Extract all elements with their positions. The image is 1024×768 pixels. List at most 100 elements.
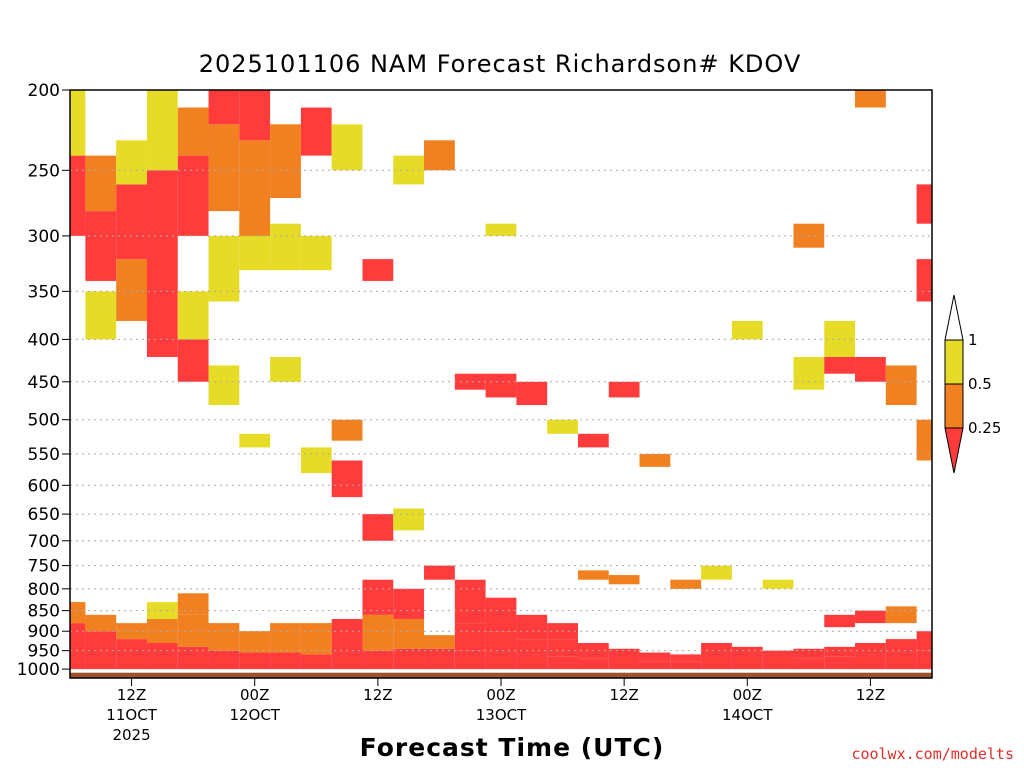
heatmap-cell <box>454 373 486 390</box>
heatmap-cell <box>393 508 425 531</box>
y-tick-label: 400 <box>28 330 60 350</box>
y-tick-label: 450 <box>28 373 60 393</box>
heatmap-cell <box>393 588 425 620</box>
heatmap-cell <box>855 643 886 655</box>
heatmap-cell <box>270 223 301 271</box>
x-tick-label: 12Z <box>856 686 885 704</box>
y-tick-label: 300 <box>28 227 60 247</box>
heatmap-cell <box>454 650 486 670</box>
heatmap-cell <box>547 639 578 657</box>
heatmap-cell <box>701 643 732 661</box>
heatmap-cell <box>331 460 363 498</box>
heatmap-cell <box>885 606 917 624</box>
heatmap-cell <box>608 660 640 670</box>
heatmap-cell <box>608 575 640 585</box>
x-tick-label: 12Z <box>117 686 146 704</box>
heatmap-cells <box>70 90 932 678</box>
heatmap-cell <box>70 155 86 236</box>
heatmap-cell <box>208 124 240 212</box>
heatmap-cell <box>577 570 609 580</box>
x-tick-date: 14OCT <box>722 706 773 724</box>
heatmap-cell <box>424 140 455 171</box>
x-tick-date: 13OCT <box>476 706 527 724</box>
heatmap-cell <box>731 320 763 340</box>
heatmap-cell <box>85 155 117 212</box>
heatmap-cell <box>547 656 578 670</box>
heatmap-cell <box>670 661 702 670</box>
heatmap-cell <box>824 656 856 670</box>
colorbar-legend: 1 0.5 0.25 <box>944 294 1001 474</box>
heatmap-cell <box>393 619 425 649</box>
heatmap-cell <box>239 652 271 670</box>
heatmap-cell <box>516 654 548 670</box>
x-tick-label: 12Z <box>609 686 638 704</box>
heatmap-cell <box>485 223 517 236</box>
heatmap-cell <box>208 235 240 302</box>
heatmap-cell <box>701 660 732 670</box>
heatmap-cell <box>762 650 794 661</box>
heatmap-cell <box>485 373 517 398</box>
heatmap-cell <box>146 90 178 171</box>
y-tick-label: 550 <box>28 445 60 465</box>
x-axis-ticks: 12Z 11OCT 2025 00Z 12OCT 12Z 00Z 13OCT 12Z 00Z 14O… <box>106 678 885 744</box>
heatmap-cell <box>362 614 394 651</box>
heatmap-cell <box>85 614 117 632</box>
heatmap-cell <box>824 356 856 374</box>
heatmap-cell <box>146 619 178 644</box>
x-tick-label: 00Z <box>486 686 515 704</box>
heatmap-cell <box>639 453 671 467</box>
heatmap-cell <box>855 654 886 670</box>
heatmap-cell <box>824 646 856 657</box>
heatmap-cell <box>516 614 548 640</box>
heatmap-cell <box>824 614 856 628</box>
heatmap-cell <box>146 301 178 357</box>
chart-title: 2025101106 NAM Forecast Richardson# KDOV <box>198 50 802 78</box>
legend-label: 0.25 <box>968 419 1001 437</box>
heatmap-cell <box>701 565 732 580</box>
heatmap-cell <box>855 356 886 382</box>
heatmap-cell <box>454 579 486 624</box>
y-tick-label: 500 <box>28 411 60 431</box>
heatmap-cell <box>331 419 363 441</box>
heatmap-cell <box>793 356 825 390</box>
heatmap-cell <box>70 602 86 624</box>
heatmap-cell <box>300 654 332 670</box>
heatmap-cell <box>731 646 763 661</box>
heatmap-cell <box>916 419 932 461</box>
heatmap-cell <box>270 356 301 382</box>
heatmap-cell <box>146 643 178 670</box>
heatmap-cell <box>454 623 486 651</box>
watermark-link[interactable]: coolwx.com/modelts <box>851 745 1014 763</box>
y-tick-label: 250 <box>28 161 60 181</box>
y-tick-label: 900 <box>28 622 60 642</box>
legend-swatch-mid <box>944 383 964 429</box>
heatmap-cell <box>85 211 117 281</box>
x-axis-title: Forecast Time (UTC) <box>359 733 665 762</box>
heatmap-cell <box>362 259 394 281</box>
heatmap-cell <box>639 661 671 670</box>
heatmap-cell <box>270 652 301 670</box>
heatmap-cell <box>485 652 517 670</box>
x-tick-year: 2025 <box>112 726 150 744</box>
legend-arrow-top <box>944 294 964 341</box>
heatmap-cell <box>762 660 794 670</box>
heatmap-cell <box>239 433 271 448</box>
heatmap-cell <box>116 140 147 185</box>
heatmap-cell <box>639 652 671 662</box>
heatmap-cell <box>916 631 932 651</box>
heatmap-cell <box>485 631 517 653</box>
heatmap-cell <box>362 514 394 541</box>
heatmap-cell <box>208 623 240 651</box>
heatmap-cell <box>670 579 702 589</box>
y-tick-label: 600 <box>28 476 60 496</box>
heatmap-cell <box>393 648 425 670</box>
heatmap-cell <box>146 602 178 620</box>
heatmap-cell <box>177 291 209 340</box>
heatmap-cell <box>516 639 548 655</box>
heatmap-cell <box>362 579 394 615</box>
heatmap-cell <box>70 90 86 156</box>
heatmap-cell <box>70 623 86 670</box>
y-tick-label: 200 <box>28 81 60 101</box>
y-tick-label: 750 <box>28 557 60 577</box>
